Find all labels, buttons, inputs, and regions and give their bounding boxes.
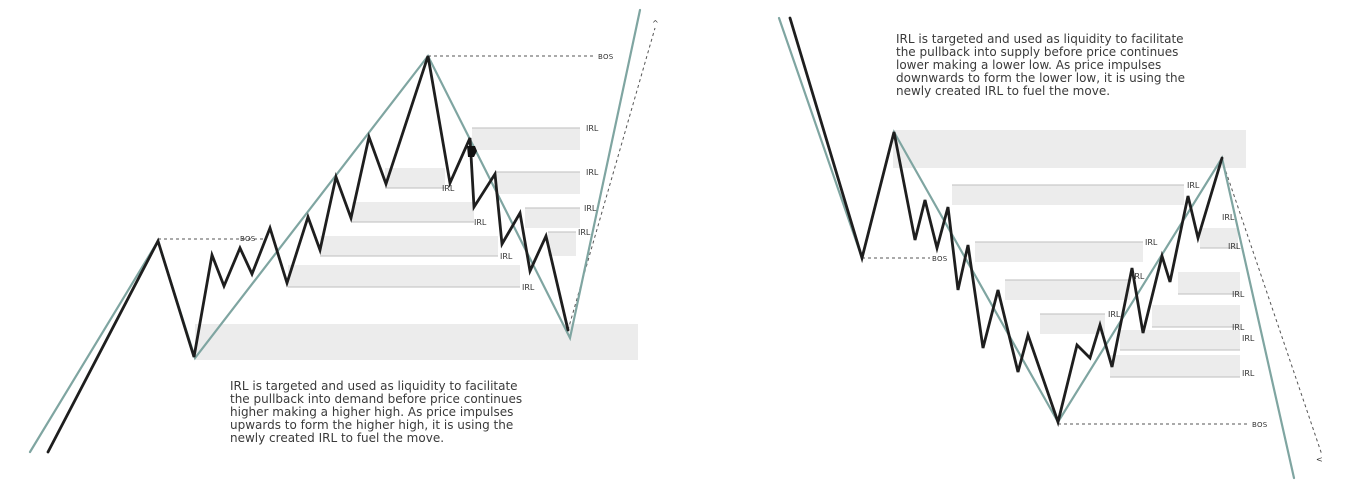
left-caption-line: upwards to form the higher high, it is u… (230, 418, 514, 432)
projection-dashed-line (567, 27, 656, 331)
r-irl-label-5: IRL (1232, 290, 1245, 299)
irl-zone-7 (548, 232, 576, 256)
r-irl-label-1: IRL (1187, 181, 1200, 190)
irl-label-7: IRL (578, 228, 591, 237)
irl-label-1: IRL (586, 124, 599, 133)
r-irl-zone-1 (952, 185, 1184, 205)
right-caption-line: newly created IRL to fuel the move. (896, 84, 1111, 98)
left-caption-line: the pullback into demand before price co… (230, 392, 523, 406)
right-caption-line: downwards to form the lower low, it is u… (896, 71, 1186, 85)
r-irl-label-8: IRL (1242, 334, 1255, 343)
left-panel: ^ BOS BOS IRL IRL IRL IRL IRL IRL IRL IR… (28, 8, 659, 454)
r-irl-zone-9 (1110, 355, 1240, 377)
price-path-left (46, 55, 570, 454)
r-irl-label-2: IRL (1228, 242, 1241, 251)
arrow-tip-icon: ^ (652, 19, 659, 28)
irl-label-2: IRL (442, 184, 455, 193)
r-irl-label-4: IRL (1132, 272, 1145, 281)
left-caption: IRL is targeted and used as liquidity to… (230, 380, 522, 445)
irl-label-4: IRL (474, 218, 487, 227)
r-irl-label-3: IRL (1145, 238, 1158, 247)
r-irl-zone-4 (1178, 272, 1240, 294)
r-arrow-tip-icon: < (1316, 455, 1323, 464)
r-irl-zone-8 (1120, 330, 1240, 350)
left-caption-line: newly created IRL to fuel the move. (230, 431, 445, 445)
left-caption-line: higher making a higher high. As price im… (230, 405, 514, 419)
irl-label-6: IRL (500, 252, 513, 261)
irl-zone-2 (385, 168, 445, 188)
right-caption-line: the pullback into supply before price co… (896, 45, 1179, 59)
bos-label-mid: BOS (240, 235, 256, 243)
right-caption: IRL is targeted and used as liquidity to… (896, 33, 1185, 98)
r-irl-label-9: IRL (1242, 369, 1255, 378)
r-irl-label-7: IRL (1232, 323, 1245, 332)
left-caption-line: IRL is targeted and used as liquidity to… (230, 379, 518, 393)
irl-zone-1 (472, 128, 580, 150)
supply-zone (893, 130, 1246, 168)
trend-line-left (28, 8, 642, 454)
irl-label-5: IRL (584, 204, 597, 213)
irl-zone-8 (288, 265, 520, 287)
price-path-right (788, 16, 1224, 427)
r-irl-zone-3 (975, 242, 1143, 262)
irl-zone-3 (495, 172, 580, 194)
r-bos-label-low: BOS (1252, 421, 1268, 429)
r-irl-label-10: IRL (1222, 213, 1235, 222)
r-irl-label-6: IRL (1108, 310, 1121, 319)
trend-line-right (777, 16, 1296, 480)
r-irl-zone-7 (1152, 305, 1240, 327)
r-irl-zone-5 (1005, 280, 1130, 300)
r-projection-dashed-line (1221, 159, 1323, 456)
right-caption-line: lower making a lower low. As price impul… (896, 58, 1162, 72)
right-caption-line: IRL is targeted and used as liquidity to… (896, 32, 1184, 46)
r-irl-zone-6 (1040, 314, 1105, 334)
irl-zone-4 (352, 202, 474, 222)
right-panel: < BOS BOS IRL IRL IRL IRL IRL IRL IRL IR… (777, 16, 1323, 480)
irl-label-8: IRL (522, 283, 535, 292)
r-bos-label-mid: BOS (932, 255, 948, 263)
demand-zone (195, 324, 638, 360)
irl-zone-5 (525, 208, 580, 228)
irl-zone-6 (320, 236, 498, 256)
r-irl-zone-2 (1200, 228, 1238, 248)
irl-label-3: IRL (586, 168, 599, 177)
bos-label-top: BOS (598, 53, 614, 61)
cursor-hand-icon (467, 146, 477, 157)
